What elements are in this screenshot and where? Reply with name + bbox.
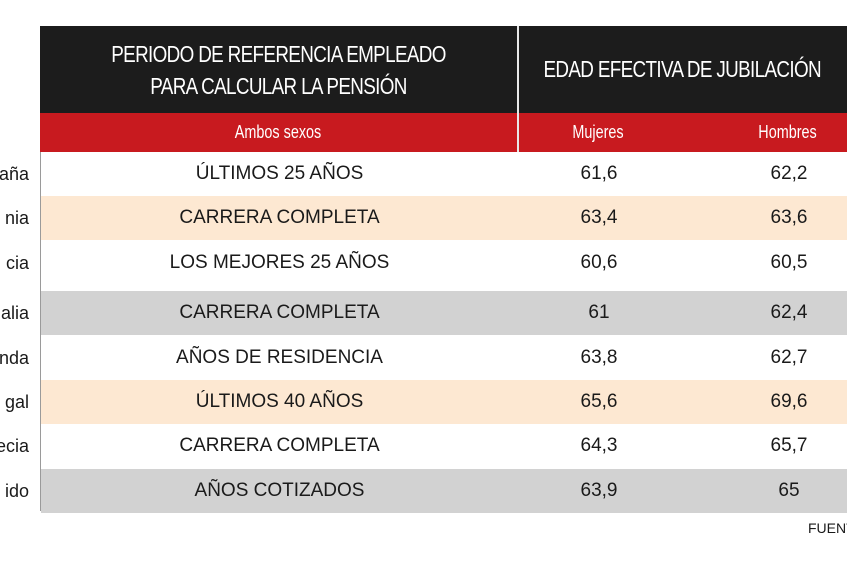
women-age-cell: 61 (588, 302, 610, 323)
period-cell: ÚLTIMOS 25 AÑOS (195, 163, 364, 184)
men-age-cell: 65 (778, 480, 800, 501)
period-cell: AÑOS DE RESIDENCIA (176, 347, 383, 368)
country-label: gal (4, 391, 29, 412)
women-age-cell: 63,9 (580, 480, 618, 501)
country-label: nia (4, 207, 29, 228)
country-label: cia (5, 252, 29, 273)
women-age-cell: 61,6 (580, 163, 618, 184)
men-age-cell: 63,6 (770, 207, 808, 228)
period-cell: ÚLTIMOS 40 AÑOS (195, 391, 364, 412)
period-header-line-2: PARA CALCULAR LA PENSIÓN (150, 72, 407, 99)
table-row: aña ÚLTIMOS 25 AÑOS 61,6 62,2 (0, 152, 847, 196)
women-label: Mujeres (572, 122, 624, 142)
period-cell: LOS MEJORES 25 AÑOS (169, 252, 390, 273)
table-body: aña ÚLTIMOS 25 AÑOS 61,6 62,2 nia CARRERA COM… (0, 152, 847, 513)
men-age-cell: 60,5 (770, 252, 808, 273)
country-label: alia (0, 302, 29, 323)
women-age-cell: 63,4 (580, 207, 618, 228)
source-note: FUENT (808, 520, 847, 536)
table-row: nda AÑOS DE RESIDENCIA 63,8 62,7 (0, 336, 847, 380)
period-cell: CARRERA COMPLETA (179, 435, 380, 456)
table-row: alia CARRERA COMPLETA 61 62,4 (1, 291, 847, 335)
table-subheader: Ambos sexos Mujeres Hombres (40, 113, 847, 152)
table-row: ido AÑOS COTIZADOS 63,9 65 (5, 469, 847, 513)
country-label: nda (0, 347, 29, 368)
retirement-age-title: EDAD EFECTIVA DE JUBILACIÓN (543, 56, 822, 82)
women-age-cell: 60,6 (580, 252, 618, 273)
men-age-cell: 65,7 (770, 435, 808, 456)
country-label: aña (0, 163, 29, 184)
men-age-cell: 62,7 (770, 347, 808, 368)
women-age-cell: 65,6 (580, 391, 618, 412)
subheader-women: Mujeres (518, 113, 678, 152)
retirement-age-column-header: EDAD EFECTIVA DE JUBILACIÓN (518, 26, 847, 113)
both-sexes-label: Ambos sexos (235, 122, 322, 142)
subheader-men: Hombres (708, 113, 847, 152)
men-age-cell: 69,6 (770, 391, 808, 412)
period-header-line-1: PERIODO DE REFERENCIA EMPLEADO (111, 40, 446, 67)
table-row: nia CARRERA COMPLETA 63,4 63,6 (5, 196, 847, 240)
men-age-cell: 62,4 (770, 302, 808, 323)
table-row: ecia CARRERA COMPLETA 64,3 65,7 (0, 424, 847, 468)
women-age-cell: 64,3 (580, 435, 618, 456)
table-row: cia LOS MEJORES 25 AÑOS 60,6 60,5 (6, 241, 847, 285)
period-cell: AÑOS COTIZADOS (194, 480, 365, 501)
column-divider (517, 26, 519, 152)
men-label: Hombres (758, 122, 818, 142)
country-label: ido (4, 480, 29, 501)
table-row: gal ÚLTIMOS 40 AÑOS 65,6 69,6 (5, 380, 847, 424)
period-cell: CARRERA COMPLETA (179, 302, 380, 323)
country-label: ecia (0, 435, 29, 456)
period-cell: CARRERA COMPLETA (179, 207, 380, 228)
period-column-header: PERIODO DE REFERENCIA EMPLEADO PARA CALC… (83, 26, 474, 113)
subheader-both-sexes: Ambos sexos (40, 113, 517, 152)
table-header: PERIODO DE REFERENCIA EMPLEADO PARA CALC… (40, 26, 847, 113)
women-age-cell: 63,8 (580, 347, 618, 368)
men-age-cell: 62,2 (770, 163, 808, 184)
